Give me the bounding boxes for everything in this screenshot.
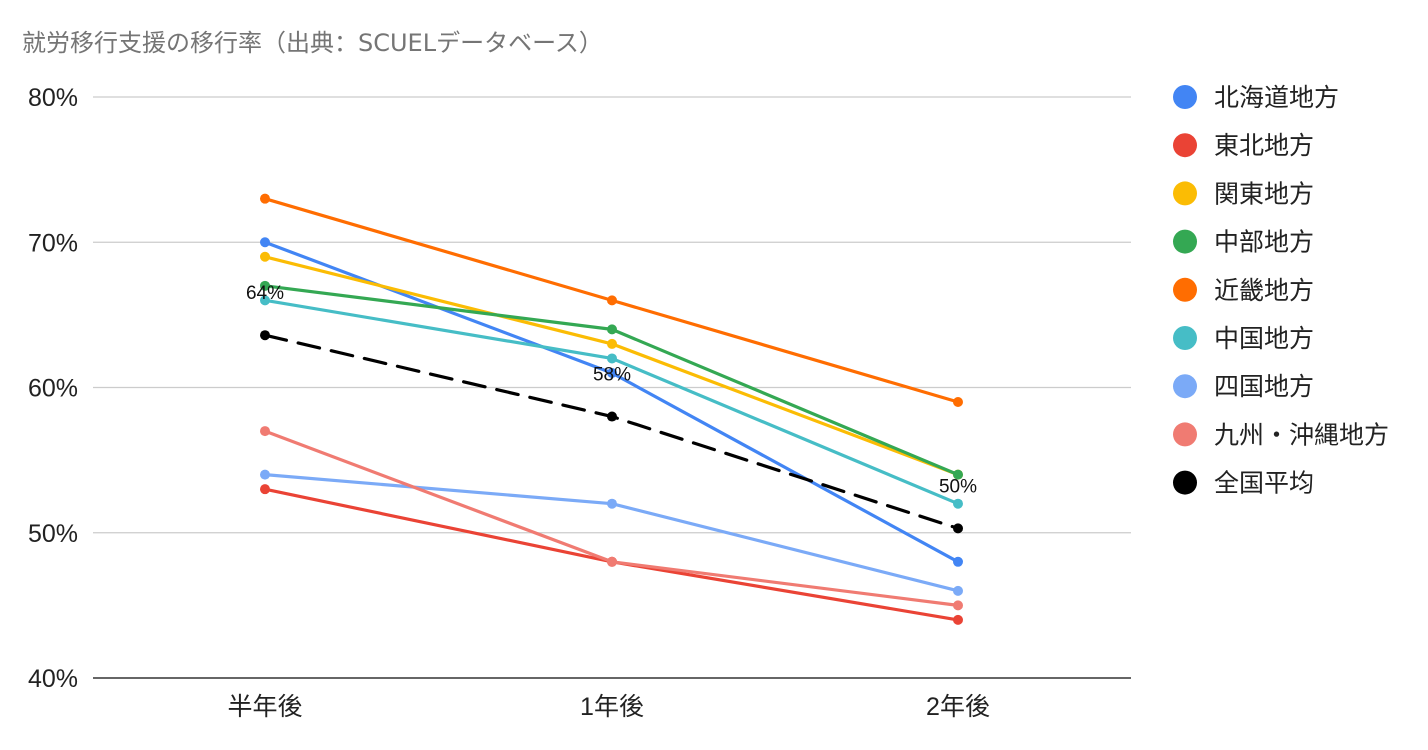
series-lines <box>260 193 963 625</box>
data-labels: 64% 58% 50% <box>246 283 977 497</box>
data-point <box>260 295 270 306</box>
data-point <box>260 237 270 248</box>
legend-label: 中部地方 <box>1214 228 1314 257</box>
data-point <box>607 295 617 306</box>
legend-swatch <box>1173 85 1197 109</box>
gridlines <box>93 96 1131 679</box>
legend-label: 近畿地方 <box>1214 276 1314 305</box>
legend-label: 関東地方 <box>1214 179 1314 208</box>
legend-swatch <box>1173 277 1197 302</box>
legend-swatch <box>1173 374 1197 399</box>
x-tick-label: 半年後 <box>227 693 302 721</box>
x-tick-label: 2年後 <box>926 693 990 721</box>
data-point <box>607 367 617 378</box>
legend-swatch <box>1173 326 1197 350</box>
data-point <box>953 600 963 611</box>
data-point <box>260 484 270 495</box>
chart-title: 就労移行支援の移行率（出典：SCUELデータベース） <box>22 29 603 57</box>
legend-label: 東北地方 <box>1214 131 1314 160</box>
data-point <box>607 338 617 349</box>
data-point <box>607 556 617 567</box>
data-point <box>953 397 963 408</box>
series-line <box>263 487 960 622</box>
data-point <box>260 469 270 480</box>
legend-label: 北海道地方 <box>1214 83 1339 112</box>
series-line <box>263 429 960 607</box>
legend-swatch <box>1173 470 1197 495</box>
legend-label: 四国地方 <box>1214 372 1314 401</box>
data-label: 58% <box>593 365 631 386</box>
data-point <box>953 523 963 534</box>
y-tick-label: 60% <box>28 375 78 403</box>
data-point <box>953 469 963 480</box>
legend-swatch <box>1173 229 1197 254</box>
y-tick-label: 80% <box>28 84 78 112</box>
legend-label: 九州・沖縄地方 <box>1214 420 1389 449</box>
y-axis-ticks: 40% 50% 60% 70% 80% <box>28 84 78 693</box>
data-point <box>953 498 963 509</box>
data-point <box>260 280 270 291</box>
data-point <box>260 426 270 437</box>
y-tick-label: 70% <box>28 229 78 257</box>
data-point <box>607 353 617 364</box>
x-tick-label: 1年後 <box>580 693 644 721</box>
x-axis-ticks: 半年後 1年後 2年後 <box>227 693 989 721</box>
data-point <box>953 614 963 625</box>
data-point <box>953 585 963 596</box>
data-point <box>260 251 270 262</box>
data-point <box>607 324 617 335</box>
data-point <box>953 556 963 567</box>
legend-label: 全国平均 <box>1214 469 1314 498</box>
y-tick-label: 40% <box>28 665 78 693</box>
legend-swatch <box>1173 422 1197 447</box>
data-label: 50% <box>939 476 977 497</box>
data-point <box>260 330 270 341</box>
data-point <box>607 411 617 422</box>
legend-swatch <box>1173 133 1197 158</box>
data-point <box>607 498 617 509</box>
data-label: 64% <box>246 283 284 304</box>
y-tick-label: 50% <box>28 520 78 548</box>
legend-label: 中国地方 <box>1214 324 1314 353</box>
series-line <box>263 240 960 564</box>
data-point <box>260 193 270 204</box>
legend-swatch <box>1173 181 1197 206</box>
